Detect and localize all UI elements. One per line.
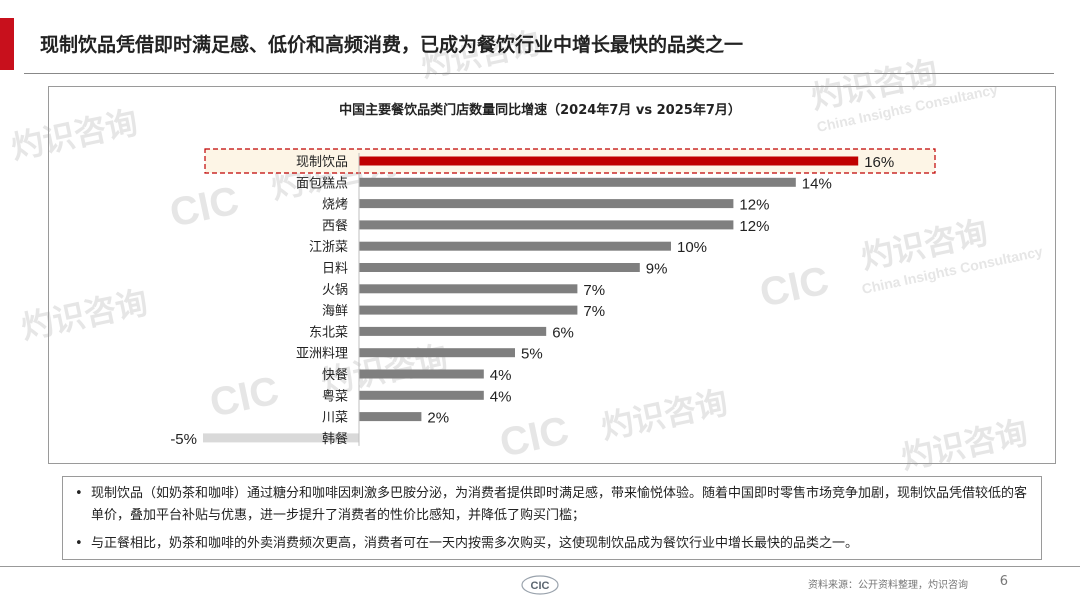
value-label: 10% <box>677 239 707 256</box>
page-number: 6 <box>999 574 1008 589</box>
chart-frame <box>48 86 1056 464</box>
bar <box>359 412 422 422</box>
category-label: 快餐 <box>322 367 348 383</box>
category-label: 粤菜 <box>322 388 348 404</box>
category-label: 亚洲料理 <box>296 347 348 362</box>
value-label: 4% <box>490 367 512 384</box>
bar <box>359 220 734 230</box>
value-label: 4% <box>490 388 512 405</box>
category-label: 江浙菜 <box>309 240 348 255</box>
footer-divider <box>0 566 1080 567</box>
bar <box>359 156 859 166</box>
note-bullet: 现制饮品（如奶茶和咖啡）通过糖分和咖啡因刺激多巴胺分泌，为消费者提供即时满足感，… <box>73 483 1031 527</box>
bar <box>359 199 734 209</box>
category-label: 韩餐 <box>322 431 348 447</box>
bar <box>359 305 578 315</box>
value-label: 16% <box>864 154 894 171</box>
category-label: 西餐 <box>322 218 348 234</box>
page-title: 现制饮品凭借即时满足感、低价和高频消费，已成为餐饮行业中增长最快的品类之一 <box>40 34 744 56</box>
value-label: 12% <box>739 218 769 235</box>
value-label: 2% <box>427 410 449 427</box>
bar <box>359 369 484 379</box>
bar <box>359 348 515 358</box>
bar <box>359 326 547 336</box>
category-label: 现制饮品 <box>296 155 348 170</box>
category-label: 东北菜 <box>309 325 348 340</box>
value-label: 14% <box>802 175 832 192</box>
category-label: 面包糕点 <box>296 176 348 191</box>
chart-title: 中国主要餐饮品类门店数量同比增速（2024年7月 vs 2025年7月） <box>339 103 741 118</box>
notes-box: 现制饮品（如奶茶和咖啡）通过糖分和咖啡因刺激多巴胺分泌，为消费者提供即时满足感，… <box>62 476 1042 560</box>
title-divider <box>24 73 1054 74</box>
bar <box>203 433 359 443</box>
cic-logo-icon: CIC <box>521 575 559 595</box>
bar <box>359 284 578 294</box>
value-label: 12% <box>739 197 769 214</box>
category-label: 火锅 <box>322 282 348 298</box>
value-label: 6% <box>552 324 574 341</box>
value-label: 7% <box>583 303 605 320</box>
category-label: 日料 <box>322 262 348 277</box>
category-label: 川菜 <box>322 411 348 426</box>
source-note: 资料来源：公开资料整理，灼识咨询 <box>808 580 968 591</box>
value-label: 9% <box>646 261 668 278</box>
bar <box>359 241 671 251</box>
value-label: 7% <box>583 282 605 299</box>
svg-text:CIC: CIC <box>531 580 550 592</box>
bar <box>359 177 796 187</box>
bar <box>359 390 484 400</box>
title-accent-bar <box>0 18 14 70</box>
category-label: 海鲜 <box>322 304 348 319</box>
category-label: 烧烤 <box>322 198 348 213</box>
value-label: 5% <box>521 346 543 363</box>
value-label: -5% <box>170 431 197 448</box>
note-bullet: 与正餐相比，奶茶和咖啡的外卖消费频次更高，消费者可在一天内按需多次购买，这使现制… <box>73 533 1031 555</box>
bar <box>359 263 640 272</box>
